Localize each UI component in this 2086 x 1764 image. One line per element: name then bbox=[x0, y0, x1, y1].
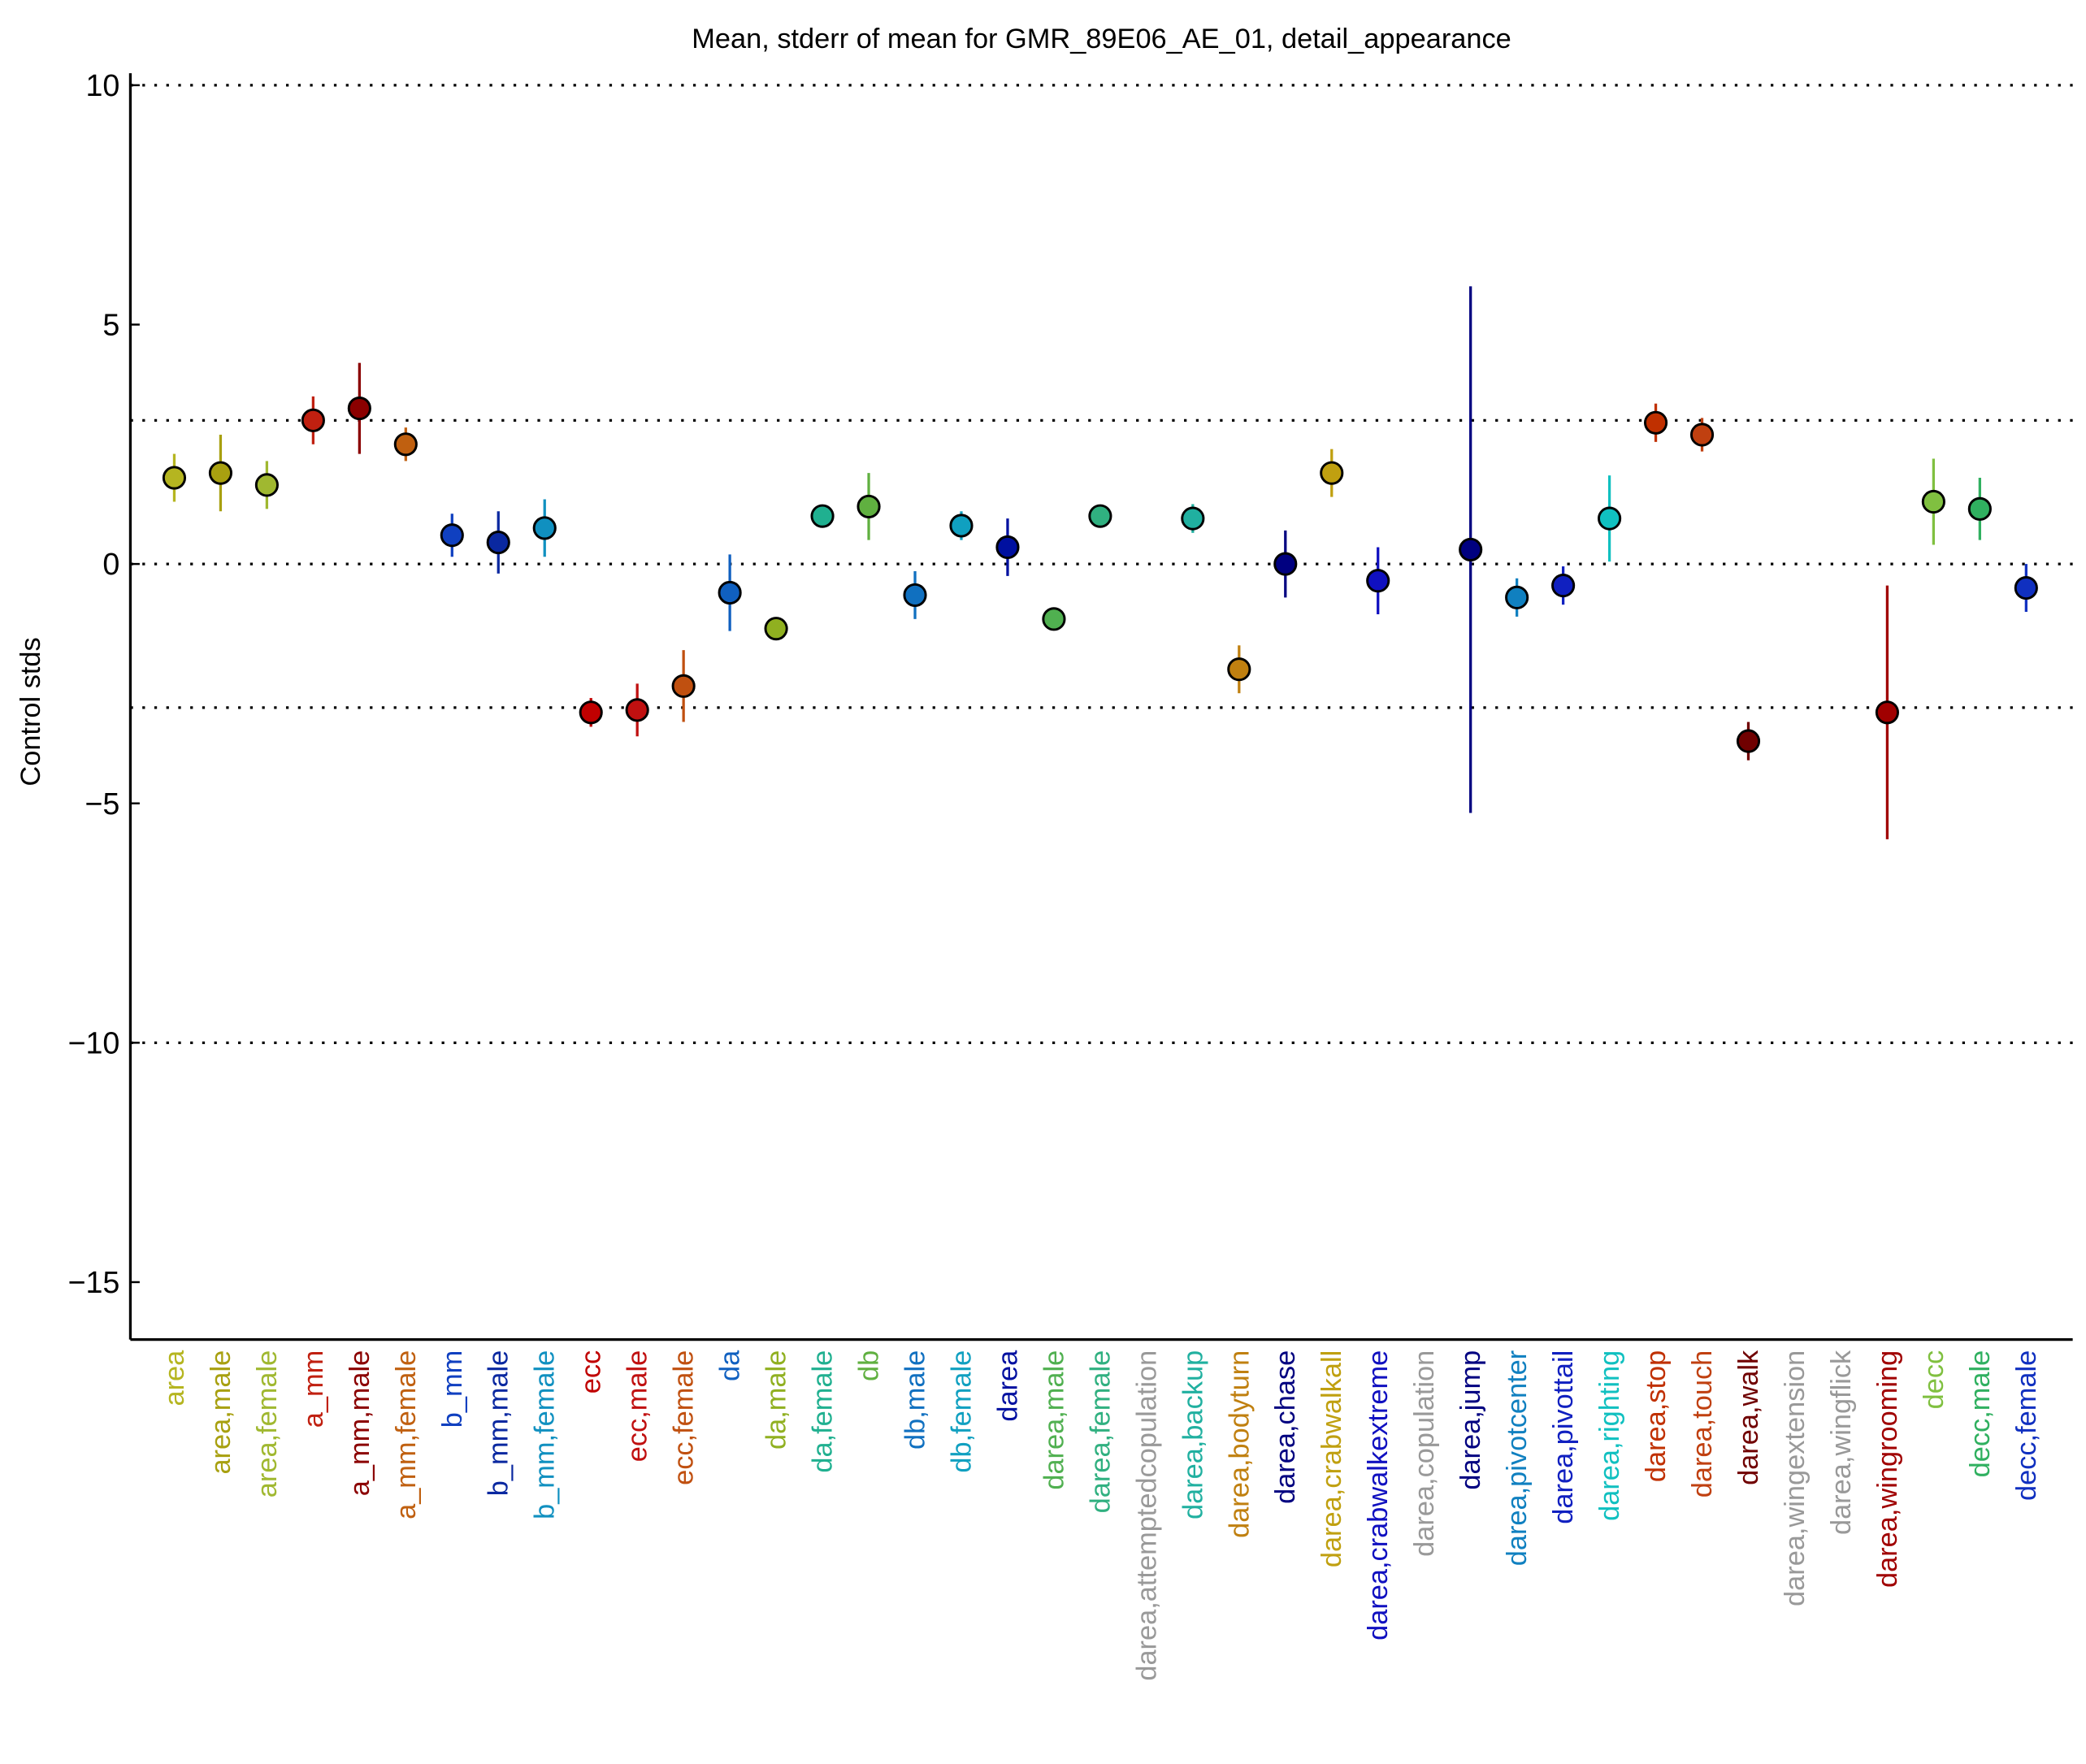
mean-marker bbox=[1320, 461, 1344, 485]
x-tick-label: decc,female bbox=[2011, 1350, 2042, 1501]
y-tick-label: −10 bbox=[67, 1025, 119, 1060]
mean-marker bbox=[532, 516, 557, 540]
mean-marker bbox=[347, 397, 371, 421]
x-tick-label: darea,male bbox=[1039, 1350, 1069, 1490]
x-tick-label: ecc,male bbox=[622, 1350, 653, 1463]
x-tick-label: b_mm bbox=[437, 1350, 468, 1428]
mean-marker bbox=[995, 535, 1020, 560]
mean-marker bbox=[393, 432, 418, 457]
mean-marker bbox=[1736, 729, 1761, 753]
y-tick-label: 0 bbox=[102, 547, 119, 581]
x-tick-label: darea,pivotcenter bbox=[1502, 1350, 1533, 1567]
mean-marker bbox=[1598, 506, 1622, 531]
x-tick-label: a_mm bbox=[298, 1350, 329, 1428]
x-tick-label: darea,crabwalkall bbox=[1316, 1350, 1347, 1567]
chart-title: Mean, stderr of mean for GMR_89E06_AE_01… bbox=[692, 24, 1511, 54]
x-tick-label: decc bbox=[1919, 1350, 1949, 1410]
mean-marker bbox=[1181, 506, 1205, 531]
x-tick-label: ecc,female bbox=[669, 1350, 700, 1485]
mean-marker bbox=[1551, 574, 1576, 598]
mean-marker bbox=[1366, 569, 1390, 593]
x-tick-label: darea,jump bbox=[1455, 1350, 1486, 1490]
x-tick-label: darea,backup bbox=[1177, 1350, 1208, 1519]
mean-marker bbox=[1689, 423, 1715, 447]
x-tick-label: darea,copulation bbox=[1409, 1350, 1440, 1557]
mean-marker bbox=[208, 461, 233, 485]
y-axis-label: Control stds bbox=[15, 637, 46, 786]
mean-marker bbox=[718, 580, 742, 605]
x-tick-label: darea bbox=[992, 1350, 1023, 1422]
x-tick-label: darea,walk bbox=[1733, 1350, 1764, 1485]
mean-marker bbox=[1227, 657, 1251, 682]
x-tick-label: area bbox=[159, 1350, 190, 1406]
mean-marker bbox=[764, 617, 788, 641]
y-tick-label: 10 bbox=[85, 68, 119, 102]
x-tick-label: darea,female bbox=[1085, 1350, 1116, 1514]
mean-marker bbox=[949, 514, 974, 538]
mean-marker bbox=[1088, 504, 1112, 528]
x-tick-label: a_mm,female bbox=[391, 1350, 422, 1519]
x-tick-label: area,male bbox=[206, 1350, 236, 1475]
x-tick-label: darea,wingflick bbox=[1826, 1350, 1857, 1535]
x-tick-label: a_mm,male bbox=[345, 1350, 375, 1496]
mean-marker bbox=[440, 523, 464, 548]
mean-marker bbox=[1643, 410, 1668, 435]
x-tick-label: db bbox=[853, 1350, 884, 1381]
x-tick-label: darea,touch bbox=[1687, 1350, 1718, 1497]
y-tick-label: 5 bbox=[102, 308, 119, 342]
mean-marker bbox=[579, 700, 603, 725]
x-tick-label: darea,righting bbox=[1594, 1350, 1625, 1521]
mean-marker bbox=[903, 583, 927, 607]
x-tick-label: darea,bodyturn bbox=[1224, 1350, 1255, 1538]
mean-marker bbox=[301, 408, 325, 432]
mean-marker bbox=[1875, 700, 1899, 725]
y-tick-label: −15 bbox=[67, 1265, 119, 1299]
mean-marker bbox=[486, 531, 510, 555]
x-tick-label: darea,wingrooming bbox=[1872, 1350, 1903, 1588]
mean-marker bbox=[1459, 537, 1483, 561]
mean-marker bbox=[2014, 575, 2038, 600]
x-tick-label: db,male bbox=[900, 1350, 930, 1450]
x-tick-label: ecc bbox=[576, 1350, 607, 1393]
mean-marker bbox=[1921, 489, 1945, 514]
x-tick-label: darea,attemptedcopulation bbox=[1131, 1350, 1162, 1681]
x-tick-label: decc,male bbox=[1965, 1350, 1996, 1478]
mean-marker bbox=[810, 504, 835, 528]
x-tick-label: b_mm,male bbox=[484, 1350, 514, 1496]
mean-marker bbox=[857, 494, 881, 518]
x-tick-label: db,female bbox=[946, 1350, 977, 1473]
y-tick-label: −5 bbox=[85, 787, 119, 821]
x-tick-label: da,female bbox=[808, 1350, 839, 1473]
mean-marker bbox=[625, 698, 649, 722]
x-tick-label: da bbox=[715, 1350, 746, 1381]
mean-marker bbox=[1967, 496, 1992, 521]
x-tick-label: darea,chase bbox=[1270, 1350, 1301, 1504]
x-tick-label: b_mm,female bbox=[530, 1350, 561, 1519]
x-tick-label: da,male bbox=[761, 1350, 792, 1450]
x-tick-label: area,female bbox=[252, 1350, 283, 1497]
x-tick-label: darea,crabwalkextreme bbox=[1363, 1350, 1394, 1640]
mean-marker bbox=[162, 466, 187, 490]
mean-marker bbox=[1505, 585, 1529, 609]
x-tick-label: darea,stop bbox=[1641, 1350, 1672, 1482]
mean-marker bbox=[1042, 607, 1066, 631]
x-tick-label: darea,pivottail bbox=[1548, 1350, 1579, 1524]
mean-marker bbox=[671, 674, 696, 698]
x-tick-label: darea,wingextension bbox=[1780, 1350, 1811, 1606]
mean-marker bbox=[1273, 552, 1298, 576]
mean-marker bbox=[254, 473, 279, 497]
